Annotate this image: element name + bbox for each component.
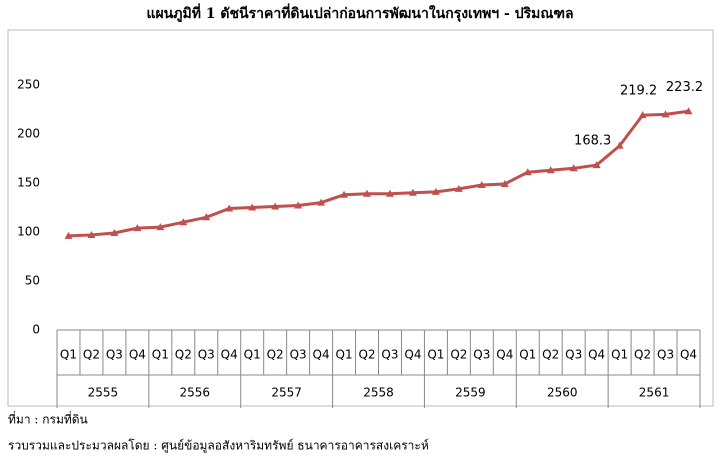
x-tick-label: Q1 [152, 348, 169, 362]
data-label: 168.3 [574, 134, 611, 149]
x-tick-label: Q3 [106, 348, 123, 362]
data-marker [294, 201, 303, 209]
data-marker [202, 213, 211, 221]
data-label: 219.2 [620, 84, 657, 99]
y-tick-label: 250 [17, 78, 40, 92]
x-group-label: 2560 [547, 386, 578, 400]
x-tick-label: Q2 [634, 348, 651, 362]
data-marker [179, 218, 188, 226]
source-note: ที่มา : กรมที่ดิน [8, 411, 88, 427]
x-tick-label: Q4 [221, 348, 238, 362]
x-tick-label: Q3 [565, 348, 582, 362]
data-marker [500, 179, 509, 187]
x-group-label: 2557 [271, 386, 302, 400]
data-marker [363, 189, 372, 197]
data-marker [248, 203, 257, 211]
x-tick-label: Q4 [496, 348, 513, 362]
x-tick-label: Q3 [657, 348, 674, 362]
x-tick-label: Q4 [680, 348, 697, 362]
y-tick-label: 150 [17, 176, 40, 190]
data-marker [684, 107, 693, 115]
x-tick-label: Q2 [83, 348, 100, 362]
chart-border [7, 29, 714, 407]
x-tick-label: Q2 [267, 348, 284, 362]
x-tick-label: Q3 [290, 348, 307, 362]
compiled-note: รวบรวมและประมวลผลโดย : ศูนย์ข้อมูลอสังหา… [8, 439, 429, 454]
x-tick-label: Q4 [129, 348, 146, 362]
data-marker [87, 230, 96, 238]
data-marker [431, 187, 440, 195]
data-marker [408, 188, 417, 196]
data-marker [156, 223, 165, 231]
x-tick-label: Q1 [611, 348, 628, 362]
x-tick-label: Q3 [381, 348, 398, 362]
data-line [68, 109, 689, 238]
x-tick-label: Q1 [244, 348, 261, 362]
data-marker [477, 180, 486, 188]
data-marker [615, 141, 624, 149]
data-marker [638, 111, 647, 119]
data-marker [385, 189, 394, 197]
data-marker [133, 224, 142, 232]
x-tick-label: Q3 [473, 348, 490, 362]
x-group-label: 2561 [639, 386, 670, 400]
y-tick-label: 200 [17, 127, 40, 141]
x-tick-label: Q4 [588, 348, 605, 362]
x-tick-label: Q3 [198, 348, 215, 362]
x-group-label: 2559 [455, 386, 486, 400]
x-tick-label: Q1 [427, 348, 444, 362]
x-group-label: 2555 [88, 386, 119, 400]
y-tick-label: 50 [25, 274, 40, 288]
y-tick-label: 0 [32, 323, 40, 337]
data-marker [317, 198, 326, 206]
data-marker [64, 231, 73, 239]
x-tick-label: Q4 [404, 348, 421, 362]
data-marker [523, 168, 532, 176]
data-label: 223.2 [666, 80, 703, 95]
x-tick-label: Q1 [519, 348, 536, 362]
y-tick-label: 100 [17, 225, 40, 239]
x-group-label: 2558 [363, 386, 394, 400]
x-tick-label: Q2 [450, 348, 467, 362]
x-tick-label: Q2 [358, 348, 375, 362]
data-marker [110, 228, 119, 236]
data-marker [661, 110, 670, 118]
data-marker [271, 202, 280, 210]
chart-title: แผนภูมิที่ 1 ดัชนีราคาที่ดินเปล่าก่อนการ… [146, 3, 573, 22]
data-marker [454, 184, 463, 192]
data-marker [592, 161, 601, 169]
x-group-label: 2556 [180, 386, 211, 400]
x-tick-label: Q4 [313, 348, 330, 362]
data-marker [225, 204, 234, 212]
x-tick-label: Q1 [60, 348, 77, 362]
x-tick-label: Q2 [542, 348, 559, 362]
data-marker [569, 164, 578, 172]
x-tick-label: Q1 [336, 348, 353, 362]
data-marker [546, 166, 555, 174]
x-tick-label: Q2 [175, 348, 192, 362]
data-marker [340, 190, 349, 198]
